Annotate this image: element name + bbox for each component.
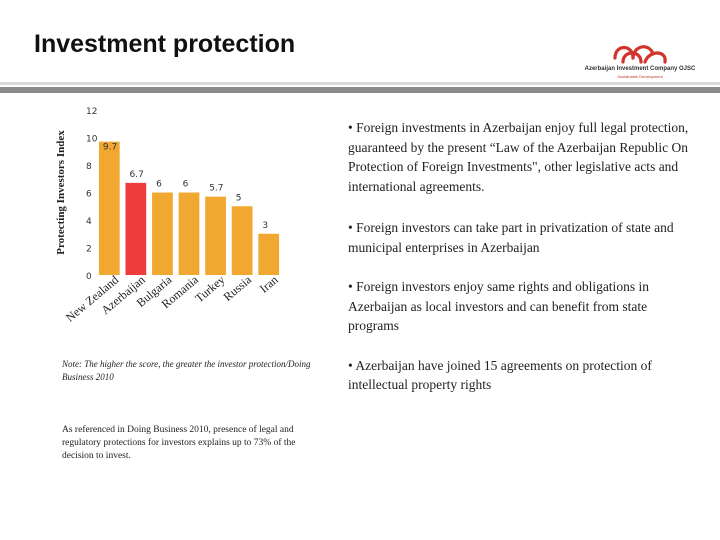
data-label: 5 [236,193,242,203]
y-tick-label: 0 [86,272,92,282]
company-logo-icon [613,45,667,64]
bar [258,233,280,275]
bar [231,206,253,275]
x-tick-label: Turkey [192,273,227,306]
y-axis-label: Protecting Investors Index [55,130,67,255]
y-tick-label: 2 [86,245,92,255]
bullet-item: • Foreign investors can take part in pri… [348,220,674,255]
data-label: 6 [183,180,189,190]
y-tick-label: 10 [86,135,98,145]
bullet-item: • Foreign investors enjoy same rights an… [348,279,649,333]
chart-note: Note: The higher the score, the greater … [62,359,311,382]
x-tick-label: Iran [257,273,281,296]
bar [125,182,147,275]
page-title: Investment protection [34,30,296,58]
y-tick-label: 12 [86,107,97,117]
y-tick-label: 8 [86,162,92,172]
bar [178,192,200,275]
logo-tagline: Sustainable Development [617,74,663,79]
bar [152,192,173,275]
logo-text: Azerbaijan Investment Company OJSC [584,66,696,72]
y-tick-label: 4 [86,217,92,227]
y-tick-label: 6 [86,190,92,200]
data-label: 5.7 [209,184,223,194]
data-label: 6 [156,180,162,190]
bar-chart: Protecting Investors Index0246810129.7Ne… [55,107,281,325]
x-tick-label: Russia [221,272,255,304]
reference-text: As referenced in Doing Business 2010, pr… [62,425,296,461]
data-label: 6.7 [129,170,143,180]
bar [98,141,120,275]
data-label: 3 [262,221,268,231]
bullet-list: • Foreign investments in Azerbaijan enjo… [348,118,700,395]
header-divider [0,87,720,93]
header-divider-light [0,82,720,85]
bar [205,196,226,275]
bullet-item: • Azerbaijan have joined 15 agreements o… [348,357,652,393]
data-label: 9.7 [103,143,117,153]
bullet-item: • Foreign investments in Azerbaijan enjo… [348,120,689,194]
